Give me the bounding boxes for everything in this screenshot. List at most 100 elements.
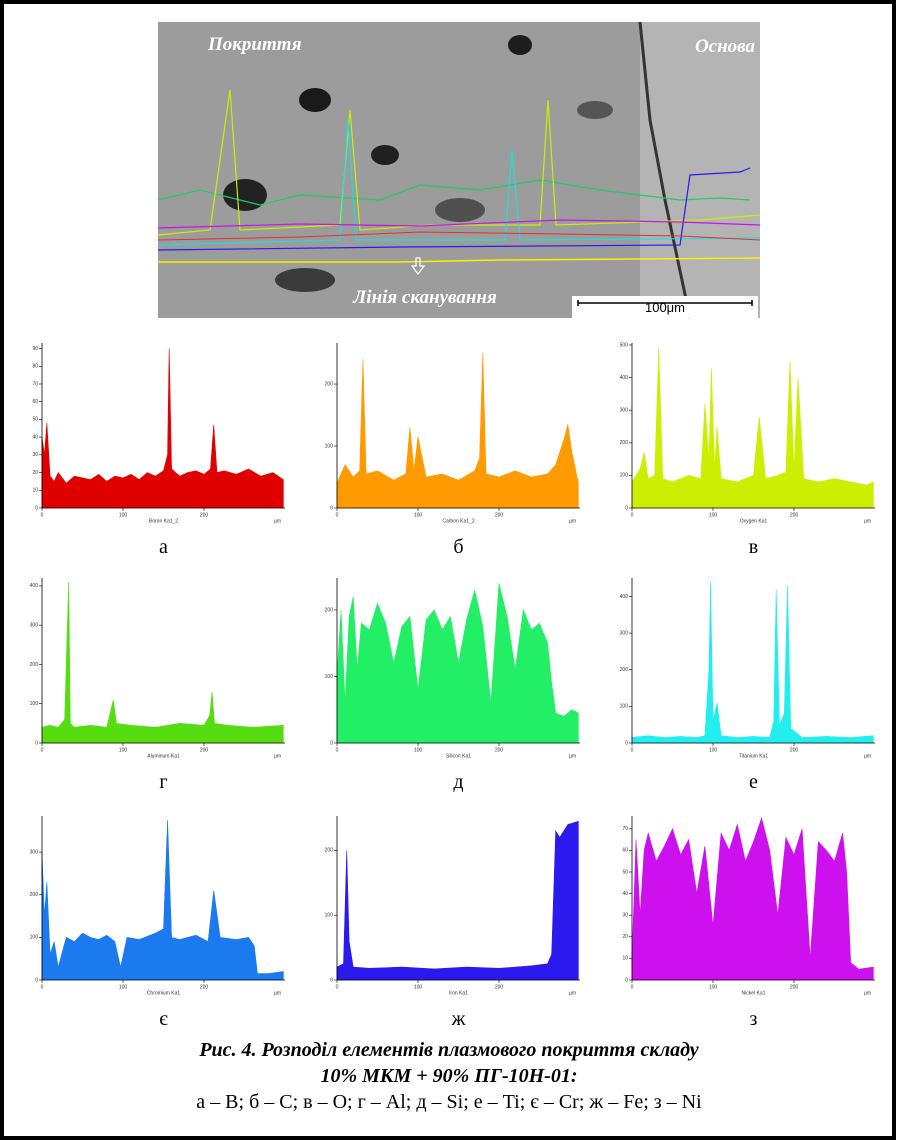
x-tick-label: 200 — [200, 984, 209, 990]
x-unit: µm — [274, 518, 281, 524]
scan-arrow — [410, 257, 426, 275]
series-name: Boron Ka1_2 — [149, 518, 178, 524]
micrograph: 100μm Покриття Основа Лінія сканування — [157, 21, 761, 319]
element-profile — [336, 583, 579, 744]
x-unit: µm — [864, 990, 871, 996]
y-tick-label: 0 — [330, 977, 333, 983]
y-tick-label: 0 — [35, 740, 38, 746]
x-tick-label: 200 — [495, 984, 504, 990]
x-tick-label: 100 — [709, 984, 718, 990]
scan-trace — [157, 119, 761, 246]
y-tick-label: 200 — [325, 381, 334, 387]
series-name: Titanium Ka1 — [739, 753, 768, 759]
y-tick-label: 50 — [32, 417, 38, 423]
x-tick-label: 200 — [495, 747, 504, 753]
y-tick-label: 0 — [330, 740, 333, 746]
x-tick-label: 0 — [41, 512, 44, 518]
x-tick-label: 0 — [631, 984, 634, 990]
scale-bar — [577, 300, 753, 306]
scan-trace — [157, 167, 751, 251]
y-tick-label: 200 — [30, 662, 39, 668]
y-tick-label: 100 — [325, 443, 334, 449]
x-tick-label: 200 — [790, 512, 799, 518]
caption-line: Рис. 4. Розподіл елементів плазмового по… — [198, 1039, 698, 1061]
scan-line-label: Лінія сканування — [352, 287, 497, 308]
oxide — [435, 198, 485, 222]
x-unit: µm — [274, 990, 281, 996]
y-tick-label: 300 — [620, 630, 629, 636]
panel-label: е — [749, 771, 758, 793]
y-tick-label: 50 — [622, 869, 628, 875]
x-tick-label: 0 — [336, 984, 339, 990]
y-tick-label: 300 — [620, 408, 629, 414]
panel-label: з — [750, 1008, 758, 1030]
panel-label: б — [453, 536, 463, 558]
oxide — [577, 101, 613, 119]
panel-label: є — [159, 1008, 168, 1030]
scan-trace — [157, 231, 761, 241]
x-tick-label: 100 — [119, 747, 128, 753]
y-tick-label: 100 — [325, 913, 334, 919]
scale-bar-box — [572, 296, 758, 318]
y-tick-label: 0 — [625, 977, 628, 983]
y-tick-label: 60 — [622, 848, 628, 854]
panel-label: д — [453, 771, 463, 793]
y-tick-label: 30 — [32, 452, 38, 458]
y-tick-label: 500 — [620, 342, 629, 348]
x-tick-label: 100 — [709, 747, 718, 753]
substrate-label: Основа — [695, 36, 756, 57]
y-tick-label: 20 — [622, 934, 628, 940]
y-tick-label: 40 — [32, 434, 38, 440]
y-tick-label: 90 — [32, 346, 38, 352]
y-tick-label: 20 — [32, 470, 38, 476]
x-unit: µm — [274, 753, 281, 759]
panel-label: г — [159, 771, 167, 793]
y-tick-label: 0 — [35, 977, 38, 983]
y-tick-label: 300 — [30, 622, 39, 628]
x-tick-label: 100 — [414, 984, 423, 990]
element-profile — [631, 348, 874, 509]
series-name: Iron Ka1 — [449, 990, 468, 996]
y-tick-label: 40 — [622, 891, 628, 897]
pore — [371, 145, 399, 165]
x-tick-label: 0 — [41, 984, 44, 990]
element-profile — [41, 581, 284, 744]
element-profile — [41, 820, 284, 981]
scale-bar-label: 100μm — [645, 300, 685, 315]
x-tick-label: 200 — [790, 747, 799, 753]
y-tick-label: 10 — [622, 956, 628, 962]
series-name: Nickel Ka1 — [742, 990, 766, 996]
y-tick-label: 0 — [625, 505, 628, 511]
y-tick-label: 100 — [620, 473, 629, 479]
x-unit: µm — [864, 518, 871, 524]
y-tick-label: 200 — [325, 607, 334, 613]
element-profile — [631, 816, 874, 981]
y-tick-label: 400 — [30, 583, 39, 589]
y-tick-label: 100 — [30, 935, 39, 941]
x-unit: µm — [864, 753, 871, 759]
x-tick-label: 100 — [414, 512, 423, 518]
y-tick-label: 100 — [325, 674, 334, 680]
scan-trace — [157, 219, 761, 229]
y-tick-label: 0 — [35, 505, 38, 511]
y-tick-label: 60 — [32, 399, 38, 405]
element-profile — [41, 348, 284, 509]
y-tick-label: 200 — [620, 440, 629, 446]
series-name: Chromium Ka1 — [147, 990, 181, 996]
x-unit: µm — [569, 753, 576, 759]
x-tick-label: 100 — [119, 984, 128, 990]
y-tick-label: 200 — [325, 848, 334, 854]
pore — [508, 35, 532, 55]
series-name: Oxygen Ka1 — [740, 518, 768, 524]
y-tick-label: 200 — [620, 667, 629, 673]
element-profile — [336, 353, 579, 509]
panel-label: ж — [451, 1008, 466, 1030]
y-tick-label: 400 — [620, 594, 629, 600]
y-tick-label: 300 — [30, 849, 39, 855]
y-tick-label: 100 — [620, 704, 629, 710]
x-tick-label: 0 — [41, 747, 44, 753]
y-tick-label: 100 — [30, 701, 39, 707]
series-name: Silicon Ka1 — [446, 753, 471, 759]
y-tick-label: 70 — [622, 826, 628, 832]
y-tick-label: 30 — [622, 913, 628, 919]
